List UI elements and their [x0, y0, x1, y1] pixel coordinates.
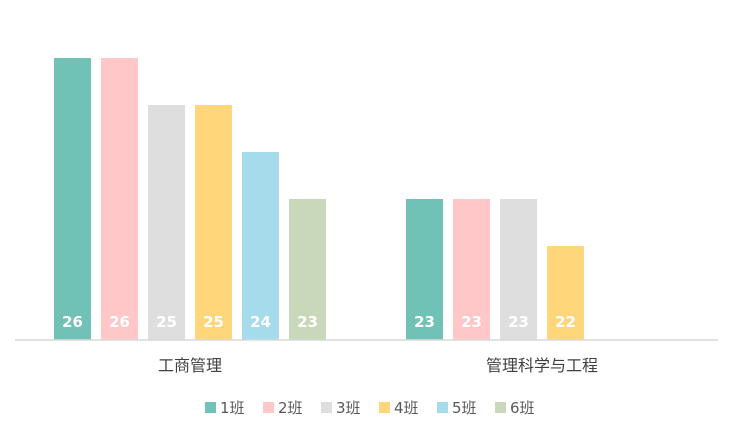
bar-value-label: 26 [109, 313, 130, 331]
bars-group: 26 26 25 25 24 23 23 23 23 22 [54, 58, 584, 340]
bar-1班-管理科学与工程 [406, 199, 443, 340]
legend-entry: 5班 [452, 399, 477, 417]
bar-5班-工商管理 [242, 152, 279, 340]
legend-entry: 1班 [220, 399, 245, 417]
category-labels: 工商管理 管理科学与工程 [158, 356, 598, 375]
bar-4班-工商管理 [195, 105, 232, 340]
bar-1班-工商管理 [54, 58, 91, 340]
bar-4班-管理科学与工程 [547, 246, 584, 340]
legend-swatch [321, 402, 332, 413]
legend-swatch [495, 402, 506, 413]
bar-value-label: 23 [461, 313, 482, 331]
legend-entry: 3班 [336, 399, 361, 417]
legend-swatch [437, 402, 448, 413]
legend-swatch [263, 402, 274, 413]
legend: 1班 2班 3班 4班 5班 6班 [205, 399, 535, 417]
bar-value-label: 25 [156, 313, 177, 331]
bar-value-label: 23 [508, 313, 529, 331]
legend-swatch [379, 402, 390, 413]
bar-value-label: 23 [414, 313, 435, 331]
legend-swatch [205, 402, 216, 413]
bar-2班-工商管理 [101, 58, 138, 340]
bar-3班-工商管理 [148, 105, 185, 340]
bar-2班-管理科学与工程 [453, 199, 490, 340]
bar-6班-工商管理 [289, 199, 326, 340]
bar-value-label: 23 [297, 313, 318, 331]
category-label: 工商管理 [158, 356, 222, 375]
bar-value-label: 26 [62, 313, 83, 331]
category-label: 管理科学与工程 [486, 356, 598, 375]
legend-entry: 4班 [394, 399, 419, 417]
bar-value-label: 24 [250, 313, 271, 331]
bar-value-label: 22 [555, 313, 576, 331]
legend-entry: 2班 [278, 399, 303, 417]
legend-entry: 6班 [510, 399, 535, 417]
bar-3班-管理科学与工程 [500, 199, 537, 340]
bar-value-label: 25 [203, 313, 224, 331]
